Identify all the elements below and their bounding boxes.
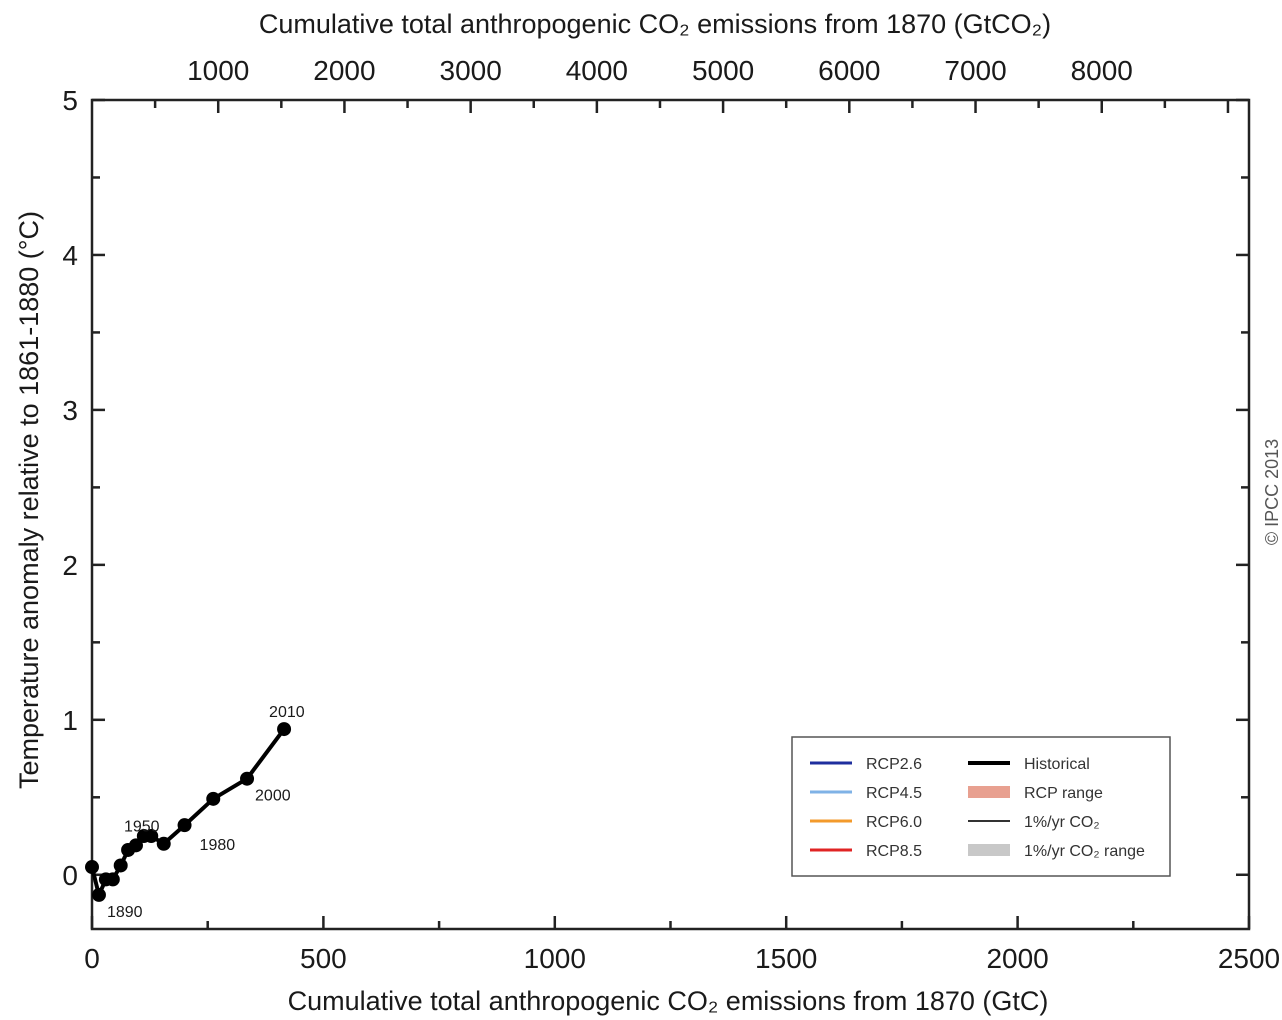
historical-point (113, 858, 128, 873)
axis-ticks (90, 98, 1251, 929)
historical-point (128, 838, 143, 853)
legend-label: RCP2.6 (866, 756, 922, 773)
x-axis-title: Cumulative total anthropogenic CO₂ emiss… (288, 986, 1049, 1016)
x2-tick-label: 4000 (566, 55, 628, 86)
legend-label: 1%/yr CO₂ (1024, 814, 1100, 831)
x2-tick-label: 2000 (313, 55, 375, 86)
historical-point (277, 722, 292, 737)
x-tick-labels: 0 500 1000 1500 2000 2500 (84, 943, 1280, 974)
x2-tick-label: 3000 (440, 55, 502, 86)
y-tick-label: 0 (62, 860, 78, 891)
year-label: 2010 (269, 704, 305, 721)
y-tick-label: 5 (62, 85, 78, 116)
historical-point (177, 818, 192, 833)
historical-point (240, 771, 255, 786)
historical-point (156, 836, 171, 851)
y-tick-label: 3 (62, 395, 78, 426)
legend-label: RCP8.5 (866, 843, 922, 860)
x2-tick-labels: 1000 2000 3000 4000 5000 6000 7000 8000 (187, 55, 1133, 86)
y-axis-title: Temperature anomaly relative to 1861-188… (14, 211, 44, 789)
y-tick-label: 2 (62, 550, 78, 581)
legend-label: RCP4.5 (866, 785, 922, 802)
x-tick-label: 500 (300, 943, 347, 974)
x2-tick-label: 1000 (187, 55, 249, 86)
legend-label: RCP range (1024, 785, 1103, 802)
y-tick-label: 1 (62, 705, 78, 736)
x-tick-label: 2500 (1218, 943, 1280, 974)
year-annotations: 1890 1950 1980 2000 2010 (107, 704, 305, 921)
historical-point (91, 887, 106, 902)
year-label: 2000 (255, 788, 291, 805)
historical-point (206, 791, 221, 806)
x2-axis-title: Cumulative total anthropogenic CO₂ emiss… (259, 9, 1051, 39)
historical-point (144, 829, 159, 844)
copyright-text: © IPCC 2013 (1262, 439, 1282, 545)
x-tick-label: 0 (84, 943, 100, 974)
historical-point (85, 860, 99, 875)
legend-label: Historical (1024, 756, 1090, 773)
legend-swatch (968, 844, 1010, 856)
x-tick-label: 2000 (986, 943, 1048, 974)
legend-label: 1%/yr CO₂ range (1024, 843, 1145, 860)
series-historical (85, 722, 292, 902)
year-label: 1950 (124, 818, 160, 835)
x2-tick-label: 6000 (818, 55, 880, 86)
legend-label: RCP6.0 (866, 814, 922, 831)
year-label: 1890 (107, 904, 143, 921)
x2-tick-label: 5000 (692, 55, 754, 86)
x-tick-label: 1000 (524, 943, 586, 974)
legend: RCP2.6 RCP4.5 RCP6.0 RCP8.5 Historical RCP ra… (791, 736, 1171, 877)
x-tick-label: 1500 (755, 943, 817, 974)
x2-tick-label: 8000 (1071, 55, 1133, 86)
x2-tick-label: 7000 (944, 55, 1006, 86)
y-tick-labels: 0 1 2 3 4 5 (62, 85, 78, 891)
historical-point (105, 872, 120, 887)
year-label: 1980 (200, 837, 236, 854)
legend-swatch (968, 786, 1010, 798)
y-tick-label: 4 (62, 240, 78, 271)
